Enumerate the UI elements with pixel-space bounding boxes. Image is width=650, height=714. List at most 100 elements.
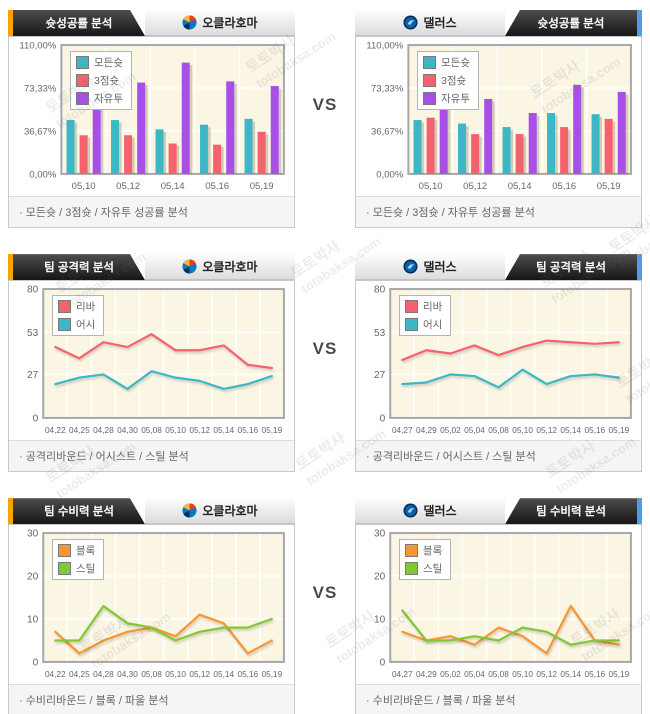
blue-accent-bar	[637, 254, 642, 281]
svg-text:05,12: 05,12	[536, 670, 557, 679]
svg-text:05,16: 05,16	[237, 426, 258, 435]
team-name: 댈러스	[423, 504, 457, 519]
chart-legend: 블록 스틸	[399, 539, 452, 581]
svg-text:05,10: 05,10	[165, 426, 186, 435]
legend-label: 자유투	[441, 93, 470, 105]
team-header-okc: 오클라호마	[145, 254, 295, 281]
svg-text:04,27: 04,27	[392, 670, 413, 679]
svg-text:05,16: 05,16	[584, 670, 605, 679]
legend-label: 모든슛	[441, 57, 470, 69]
section-title: 팀 수비력 분석	[536, 506, 606, 519]
svg-text:0,00%: 0,00%	[29, 169, 57, 180]
shooting-analysis-row: 슛성공률 분석 오클라호마 0,00% 36,67% 73,33% 110,00% 05…	[8, 10, 642, 229]
svg-text:04,25: 04,25	[69, 426, 90, 435]
chart-caption: · 공격리바운드 / 어시스트 / 스틸 분석	[356, 440, 641, 472]
section-title-tab: 슛성공률 분석	[505, 10, 637, 36]
svg-text:04,30: 04,30	[117, 670, 138, 679]
svg-text:0: 0	[380, 414, 386, 425]
svg-text:05,08: 05,08	[488, 426, 509, 435]
svg-text:0,00%: 0,00%	[376, 169, 404, 180]
legend-label: 스틸	[76, 563, 96, 576]
team-name: 댈러스	[423, 260, 457, 275]
legend-swatch-icon	[58, 544, 71, 558]
defense-analysis-row: 팀 수비력 분석 오클라호마 0 10 20 30 04,22 04,25 04,28 04,…	[8, 498, 642, 714]
svg-text:05,16: 05,16	[552, 181, 576, 192]
dallas-defense-chart: 0 10 20 30 04,27 04,29 05,02 05,04 05,08 05,10 05,…	[356, 525, 641, 684]
chart-legend: 리바 어시	[399, 295, 452, 337]
panel-dallas-defense: 댈러스 팀 수비력 분석 0 10 20 30 04,27 04,29 05,02 05,04…	[355, 498, 642, 714]
team-name: 댈러스	[423, 16, 457, 30]
section-title-tab: 팀 공격력 분석	[505, 254, 637, 281]
okc-thunder-logo-icon	[182, 503, 197, 518]
svg-text:05,10: 05,10	[165, 670, 186, 679]
orange-accent-bar	[8, 498, 13, 525]
svg-text:53: 53	[374, 328, 386, 339]
blue-accent-bar	[637, 498, 642, 525]
svg-text:05,10: 05,10	[419, 181, 443, 192]
svg-text:05,04: 05,04	[464, 426, 485, 435]
svg-text:05,14: 05,14	[213, 670, 234, 679]
svg-text:05,02: 05,02	[440, 670, 461, 679]
svg-text:27: 27	[374, 370, 386, 381]
svg-text:73,33%: 73,33%	[24, 84, 57, 95]
okc-offense-chart: 0 27 53 80 04,22 04,25 04,28 04,30 05,08 05,10 05,…	[9, 281, 294, 440]
svg-text:05,10: 05,10	[512, 670, 533, 679]
svg-text:110,00%: 110,00%	[366, 41, 403, 52]
team-name: 오클라호마	[202, 504, 258, 519]
team-name: 오클라호마	[202, 16, 258, 30]
svg-text:04,22: 04,22	[45, 426, 66, 435]
svg-text:05,12: 05,12	[536, 426, 557, 435]
svg-text:05,04: 05,04	[464, 670, 485, 679]
legend-swatch-icon	[58, 318, 71, 332]
svg-text:05,14: 05,14	[161, 181, 186, 192]
svg-text:05,12: 05,12	[463, 181, 487, 192]
legend-swatch-icon	[405, 318, 418, 332]
svg-text:80: 80	[27, 285, 39, 296]
legend-swatch-icon	[76, 56, 89, 69]
okc-thunder-logo-icon	[182, 259, 197, 274]
svg-text:80: 80	[374, 285, 386, 296]
chart-legend: 블록 스틸	[52, 539, 105, 581]
legend-swatch-icon	[58, 300, 71, 314]
svg-text:05,16: 05,16	[584, 426, 605, 435]
legend-item: 어시	[405, 317, 442, 332]
svg-text:0: 0	[33, 414, 39, 425]
legend-label: 리바	[76, 301, 96, 314]
svg-text:0: 0	[380, 658, 386, 669]
chart-legend: 리바 어시	[52, 295, 105, 337]
svg-text:04,28: 04,28	[93, 426, 114, 435]
legend-item: 블록	[405, 543, 442, 558]
svg-text:05,14: 05,14	[508, 181, 533, 192]
svg-text:05,14: 05,14	[213, 426, 234, 435]
svg-text:30: 30	[27, 529, 39, 540]
dallas-mavericks-logo-icon	[403, 503, 418, 518]
svg-text:04,28: 04,28	[93, 670, 114, 679]
svg-text:30: 30	[374, 529, 386, 540]
svg-text:04,25: 04,25	[69, 670, 90, 679]
legend-item: 3점슛	[76, 73, 123, 88]
section-title-tab: 팀 공격력 분석	[13, 254, 145, 280]
offense-analysis-row: 팀 공격력 분석 오클라호마 0 27 53 80 04,22 04,25 04,28 04,…	[8, 254, 642, 473]
section-title-tab: 팀 수비력 분석	[13, 498, 145, 524]
section-title: 슛성공률 분석	[45, 18, 113, 30]
legend-label: 모든슛	[94, 57, 123, 69]
svg-text:05,14: 05,14	[560, 426, 581, 435]
svg-text:05,14: 05,14	[560, 670, 581, 679]
orange-accent-bar	[8, 10, 13, 36]
legend-item: 리바	[58, 299, 95, 314]
svg-text:0: 0	[33, 658, 39, 669]
svg-text:05,10: 05,10	[512, 426, 533, 435]
svg-text:05,16: 05,16	[237, 670, 258, 679]
okc-defense-chart: 0 10 20 30 04,22 04,25 04,28 04,30 05,08 05,10 05,…	[9, 525, 294, 684]
svg-text:10: 10	[374, 615, 386, 626]
chart-caption: · 수비리바운드 / 블록 / 파울 분석	[356, 684, 641, 714]
svg-text:05,12: 05,12	[189, 426, 210, 435]
legend-swatch-icon	[405, 544, 418, 558]
legend-item: 3점슛	[423, 73, 470, 88]
section-title: 슛성공률 분석	[537, 18, 605, 30]
team-header-dallas: 댈러스	[355, 254, 505, 281]
legend-item: 자유투	[423, 91, 470, 106]
legend-item: 모든슛	[76, 55, 123, 70]
section-title: 팀 수비력 분석	[44, 506, 114, 519]
